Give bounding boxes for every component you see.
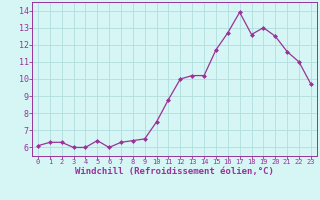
X-axis label: Windchill (Refroidissement éolien,°C): Windchill (Refroidissement éolien,°C) bbox=[75, 167, 274, 176]
